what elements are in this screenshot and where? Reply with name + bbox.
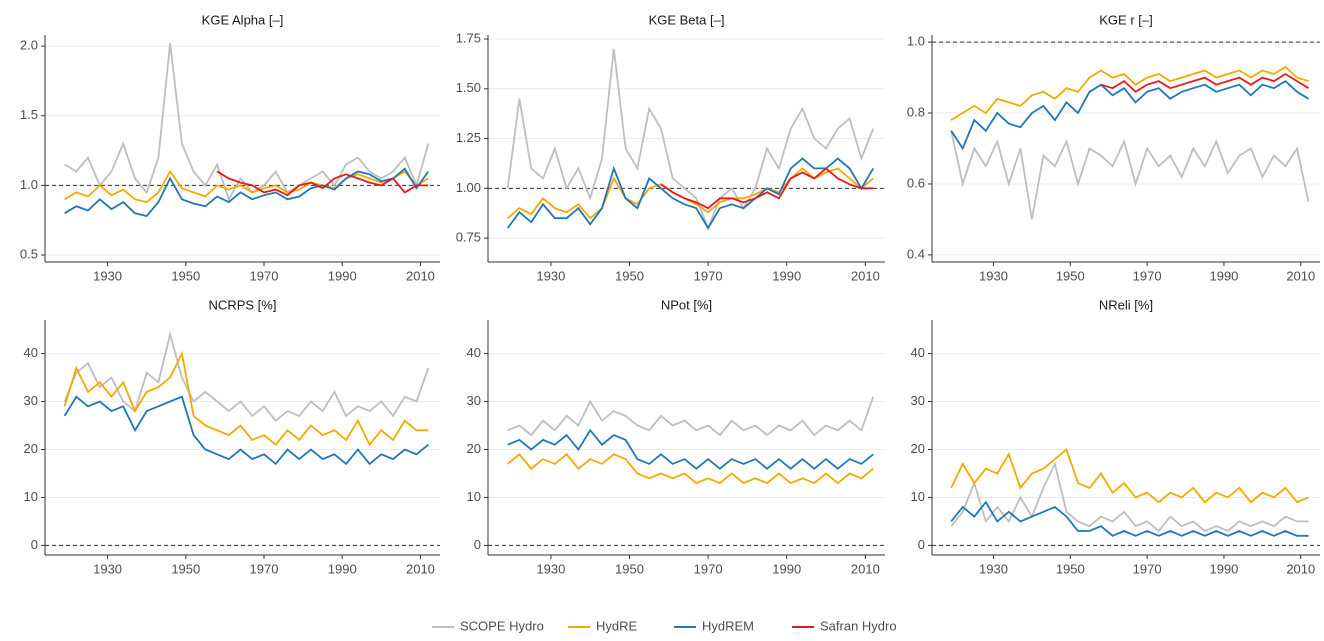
x-tick-label: 2010 bbox=[851, 268, 880, 283]
y-tick-label: 2.0 bbox=[20, 38, 38, 53]
x-tick-label: 1930 bbox=[93, 561, 122, 576]
y-tick-label: 1.50 bbox=[456, 80, 481, 95]
y-tick-label: 0 bbox=[474, 537, 481, 552]
x-tick-label: 1950 bbox=[615, 268, 644, 283]
y-tick-label: 0.4 bbox=[907, 246, 925, 261]
legend-label: SCOPE Hydro bbox=[460, 618, 544, 633]
series-line bbox=[950, 130, 1310, 220]
x-tick-label: 1930 bbox=[93, 268, 122, 283]
series-line bbox=[506, 157, 874, 230]
x-tick-label: 1970 bbox=[250, 268, 279, 283]
x-tick-label: 2010 bbox=[406, 268, 435, 283]
y-tick-label: 1.75 bbox=[456, 30, 481, 45]
x-tick-label: 1930 bbox=[536, 268, 565, 283]
x-tick-label: 2010 bbox=[1286, 561, 1315, 576]
x-tick-label: 1970 bbox=[694, 268, 723, 283]
panel-title: KGE r [–] bbox=[1099, 12, 1152, 27]
y-tick-label: 0 bbox=[31, 537, 38, 552]
y-tick-label: 1.00 bbox=[456, 180, 481, 195]
series-line bbox=[1100, 72, 1309, 93]
x-tick-label: 1970 bbox=[250, 561, 279, 576]
y-tick-label: 30 bbox=[24, 393, 38, 408]
x-tick-label: 1930 bbox=[536, 561, 565, 576]
legend-item: HydREM bbox=[674, 618, 754, 633]
panel-title: KGE Beta [–] bbox=[649, 12, 725, 27]
legend-label: HydRE bbox=[596, 618, 638, 633]
legend-item: HydRE bbox=[568, 618, 638, 633]
x-tick-label: 1990 bbox=[772, 561, 801, 576]
x-tick-label: 1950 bbox=[1056, 268, 1085, 283]
y-tick-label: 40 bbox=[24, 345, 38, 360]
series-line bbox=[64, 169, 429, 204]
y-tick-label: 20 bbox=[911, 441, 925, 456]
x-tick-label: 1970 bbox=[694, 561, 723, 576]
y-tick-label: 20 bbox=[467, 441, 481, 456]
x-tick-label: 1990 bbox=[328, 268, 357, 283]
series-line bbox=[507, 428, 874, 470]
y-tick-label: 10 bbox=[911, 489, 925, 504]
panel-title: NCRPS [%] bbox=[209, 297, 277, 312]
x-tick-label: 1990 bbox=[1209, 268, 1238, 283]
series-line bbox=[63, 350, 429, 447]
y-tick-label: 10 bbox=[24, 489, 38, 504]
y-tick-label: 1.0 bbox=[20, 177, 38, 192]
x-tick-label: 1950 bbox=[1056, 561, 1085, 576]
legend-item: Safran Hydro bbox=[792, 618, 897, 633]
y-tick-label: 40 bbox=[467, 345, 481, 360]
x-tick-label: 1930 bbox=[979, 561, 1008, 576]
series-line bbox=[950, 79, 1309, 151]
legend-item: SCOPE Hydro bbox=[432, 618, 544, 633]
series-line bbox=[64, 43, 430, 202]
x-tick-label: 1990 bbox=[328, 561, 357, 576]
series-line bbox=[660, 167, 874, 210]
y-tick-label: 30 bbox=[467, 393, 481, 408]
panel-title: NPot [%] bbox=[661, 297, 712, 312]
legend-label: HydREM bbox=[702, 618, 754, 633]
y-tick-label: 10 bbox=[467, 489, 481, 504]
x-tick-label: 1990 bbox=[1209, 561, 1238, 576]
y-tick-label: 1.25 bbox=[456, 130, 481, 145]
series-line bbox=[507, 453, 874, 485]
series-line bbox=[950, 65, 1309, 121]
x-tick-label: 1970 bbox=[1133, 268, 1162, 283]
x-tick-label: 1990 bbox=[772, 268, 801, 283]
series-line bbox=[506, 48, 875, 231]
series-line bbox=[64, 167, 430, 218]
series-line bbox=[950, 461, 1309, 533]
legend-label: Safran Hydro bbox=[820, 618, 897, 633]
x-tick-label: 1950 bbox=[171, 268, 200, 283]
y-tick-label: 0.8 bbox=[907, 104, 925, 119]
x-tick-label: 1970 bbox=[1133, 561, 1162, 576]
y-tick-label: 1.5 bbox=[20, 107, 38, 122]
panel-title: KGE Alpha [–] bbox=[202, 12, 284, 27]
x-tick-label: 2010 bbox=[406, 561, 435, 576]
x-tick-label: 2010 bbox=[1286, 268, 1315, 283]
panel-title: NReli [%] bbox=[1099, 297, 1153, 312]
y-tick-label: 0.6 bbox=[907, 175, 925, 190]
series-line bbox=[216, 170, 429, 197]
y-tick-label: 20 bbox=[24, 441, 38, 456]
y-tick-label: 0.75 bbox=[456, 230, 481, 245]
x-tick-label: 2010 bbox=[851, 561, 880, 576]
series-line bbox=[63, 330, 430, 422]
y-tick-label: 1.0 bbox=[907, 34, 925, 49]
series-line bbox=[507, 396, 875, 437]
y-tick-label: 30 bbox=[911, 393, 925, 408]
series-line bbox=[950, 500, 1309, 537]
series-line bbox=[63, 395, 429, 466]
x-tick-label: 1950 bbox=[171, 561, 200, 576]
series-line bbox=[950, 447, 1309, 504]
y-tick-label: 0 bbox=[918, 537, 925, 552]
x-tick-label: 1950 bbox=[615, 561, 644, 576]
y-tick-label: 40 bbox=[911, 345, 925, 360]
y-tick-label: 0.5 bbox=[20, 246, 38, 261]
x-tick-label: 1930 bbox=[979, 268, 1008, 283]
